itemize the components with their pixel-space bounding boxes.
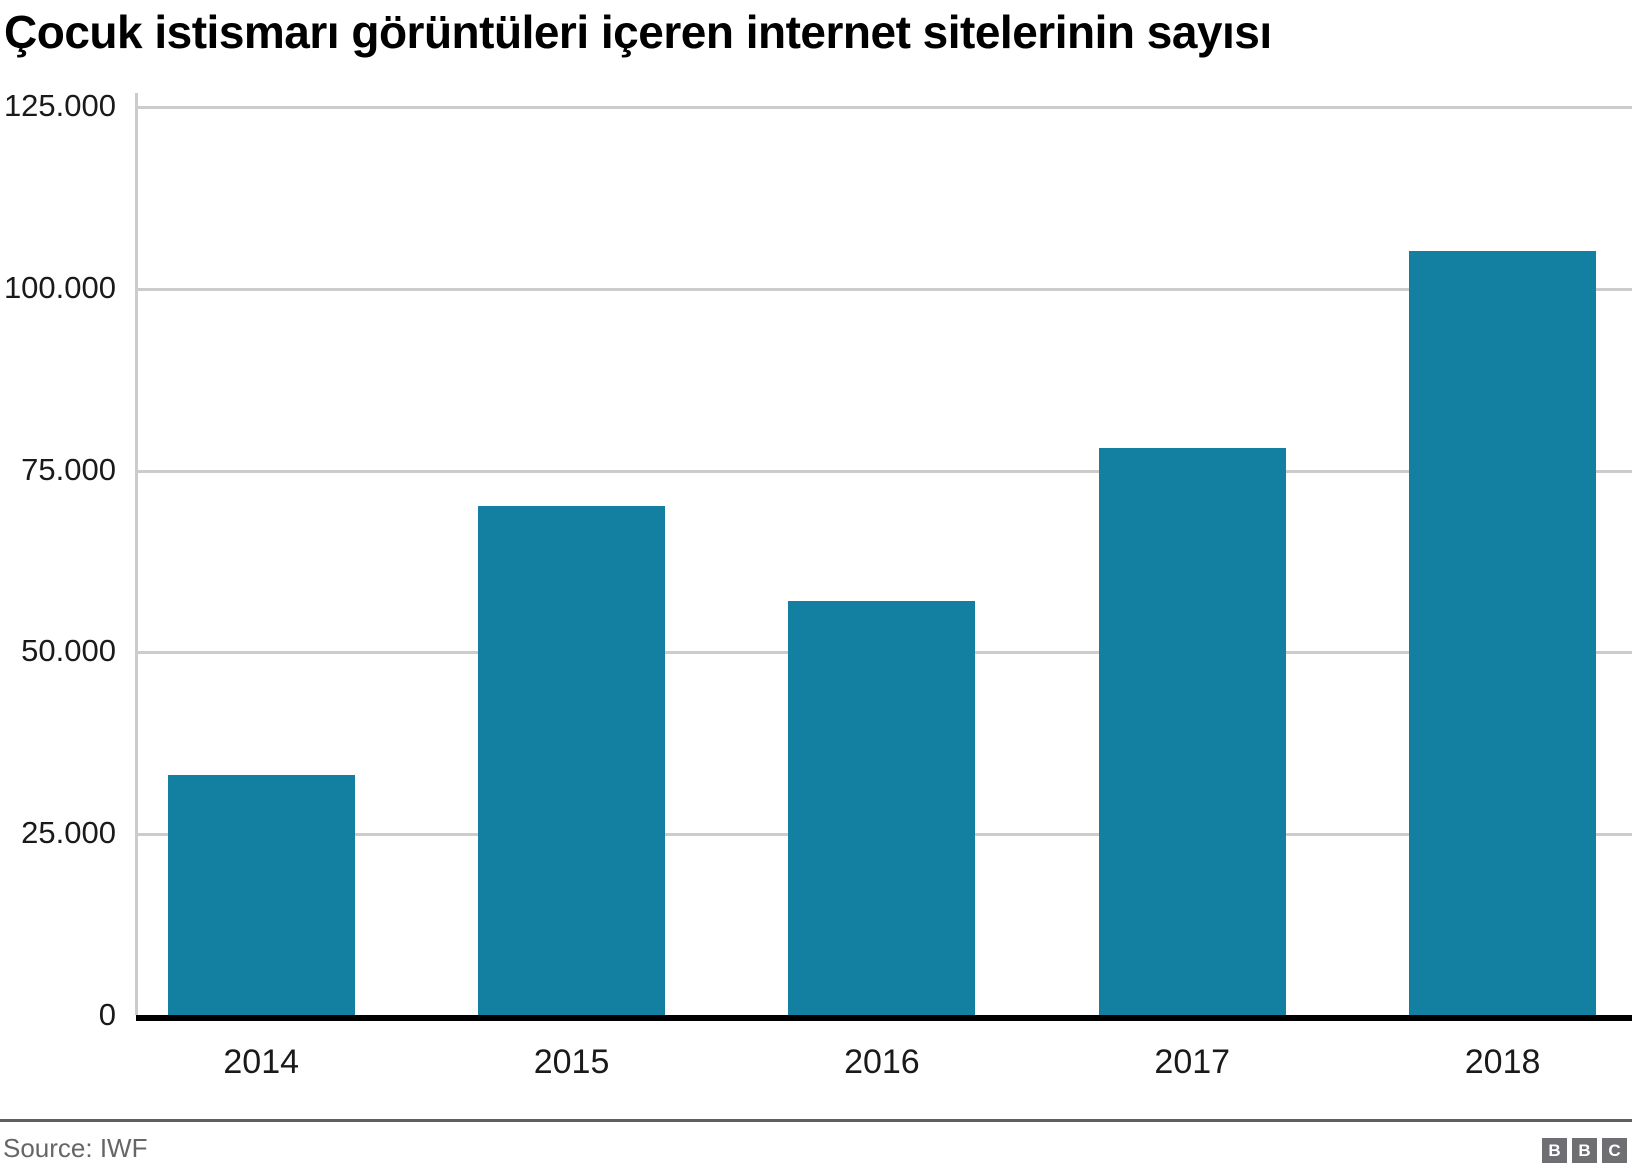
gridline-125000 bbox=[136, 106, 1632, 109]
bar-2015 bbox=[478, 505, 666, 1015]
y-tick-label-50000: 50.000 bbox=[21, 633, 116, 669]
source-text: Source: IWF bbox=[3, 1133, 148, 1163]
y-tick-label-75000: 75.000 bbox=[21, 451, 116, 487]
bar-2014 bbox=[167, 775, 355, 1015]
footer-divider bbox=[0, 1119, 1632, 1122]
gridline-100000 bbox=[136, 287, 1632, 291]
bbc-logo-letter-b1: B bbox=[1542, 1138, 1567, 1163]
y-tick-label-125000: 125.000 bbox=[3, 88, 116, 123]
x-tick-label-2018: 2018 bbox=[1464, 1043, 1541, 1081]
x-tick-label-2016: 2016 bbox=[844, 1043, 920, 1081]
chart-title: Çocuk istismarı görüntüleri içeren inter… bbox=[4, 6, 1272, 58]
x-tick-label-2014: 2014 bbox=[223, 1043, 300, 1081]
bar-2018 bbox=[1409, 251, 1597, 1015]
gridline-75000 bbox=[136, 469, 1632, 473]
x-axis-line bbox=[136, 1015, 1632, 1021]
plot-area bbox=[136, 106, 1632, 1015]
bbc-logo-letter-c: C bbox=[1602, 1138, 1627, 1163]
bar-2017 bbox=[1098, 447, 1286, 1015]
y-tick-label-0: 0 bbox=[98, 997, 116, 1032]
bbc-logo-letter-b2: B bbox=[1572, 1138, 1597, 1163]
x-tick-label-2015: 2015 bbox=[533, 1043, 610, 1081]
x-tick-label-2017: 2017 bbox=[1154, 1043, 1231, 1081]
y-tick-label-100000: 100.000 bbox=[3, 269, 116, 305]
y-axis-line bbox=[135, 93, 138, 1015]
bbc-logo: B B C bbox=[1542, 1138, 1627, 1163]
y-tick-label-25000: 25.000 bbox=[21, 815, 116, 851]
bar-2016 bbox=[788, 600, 976, 1015]
